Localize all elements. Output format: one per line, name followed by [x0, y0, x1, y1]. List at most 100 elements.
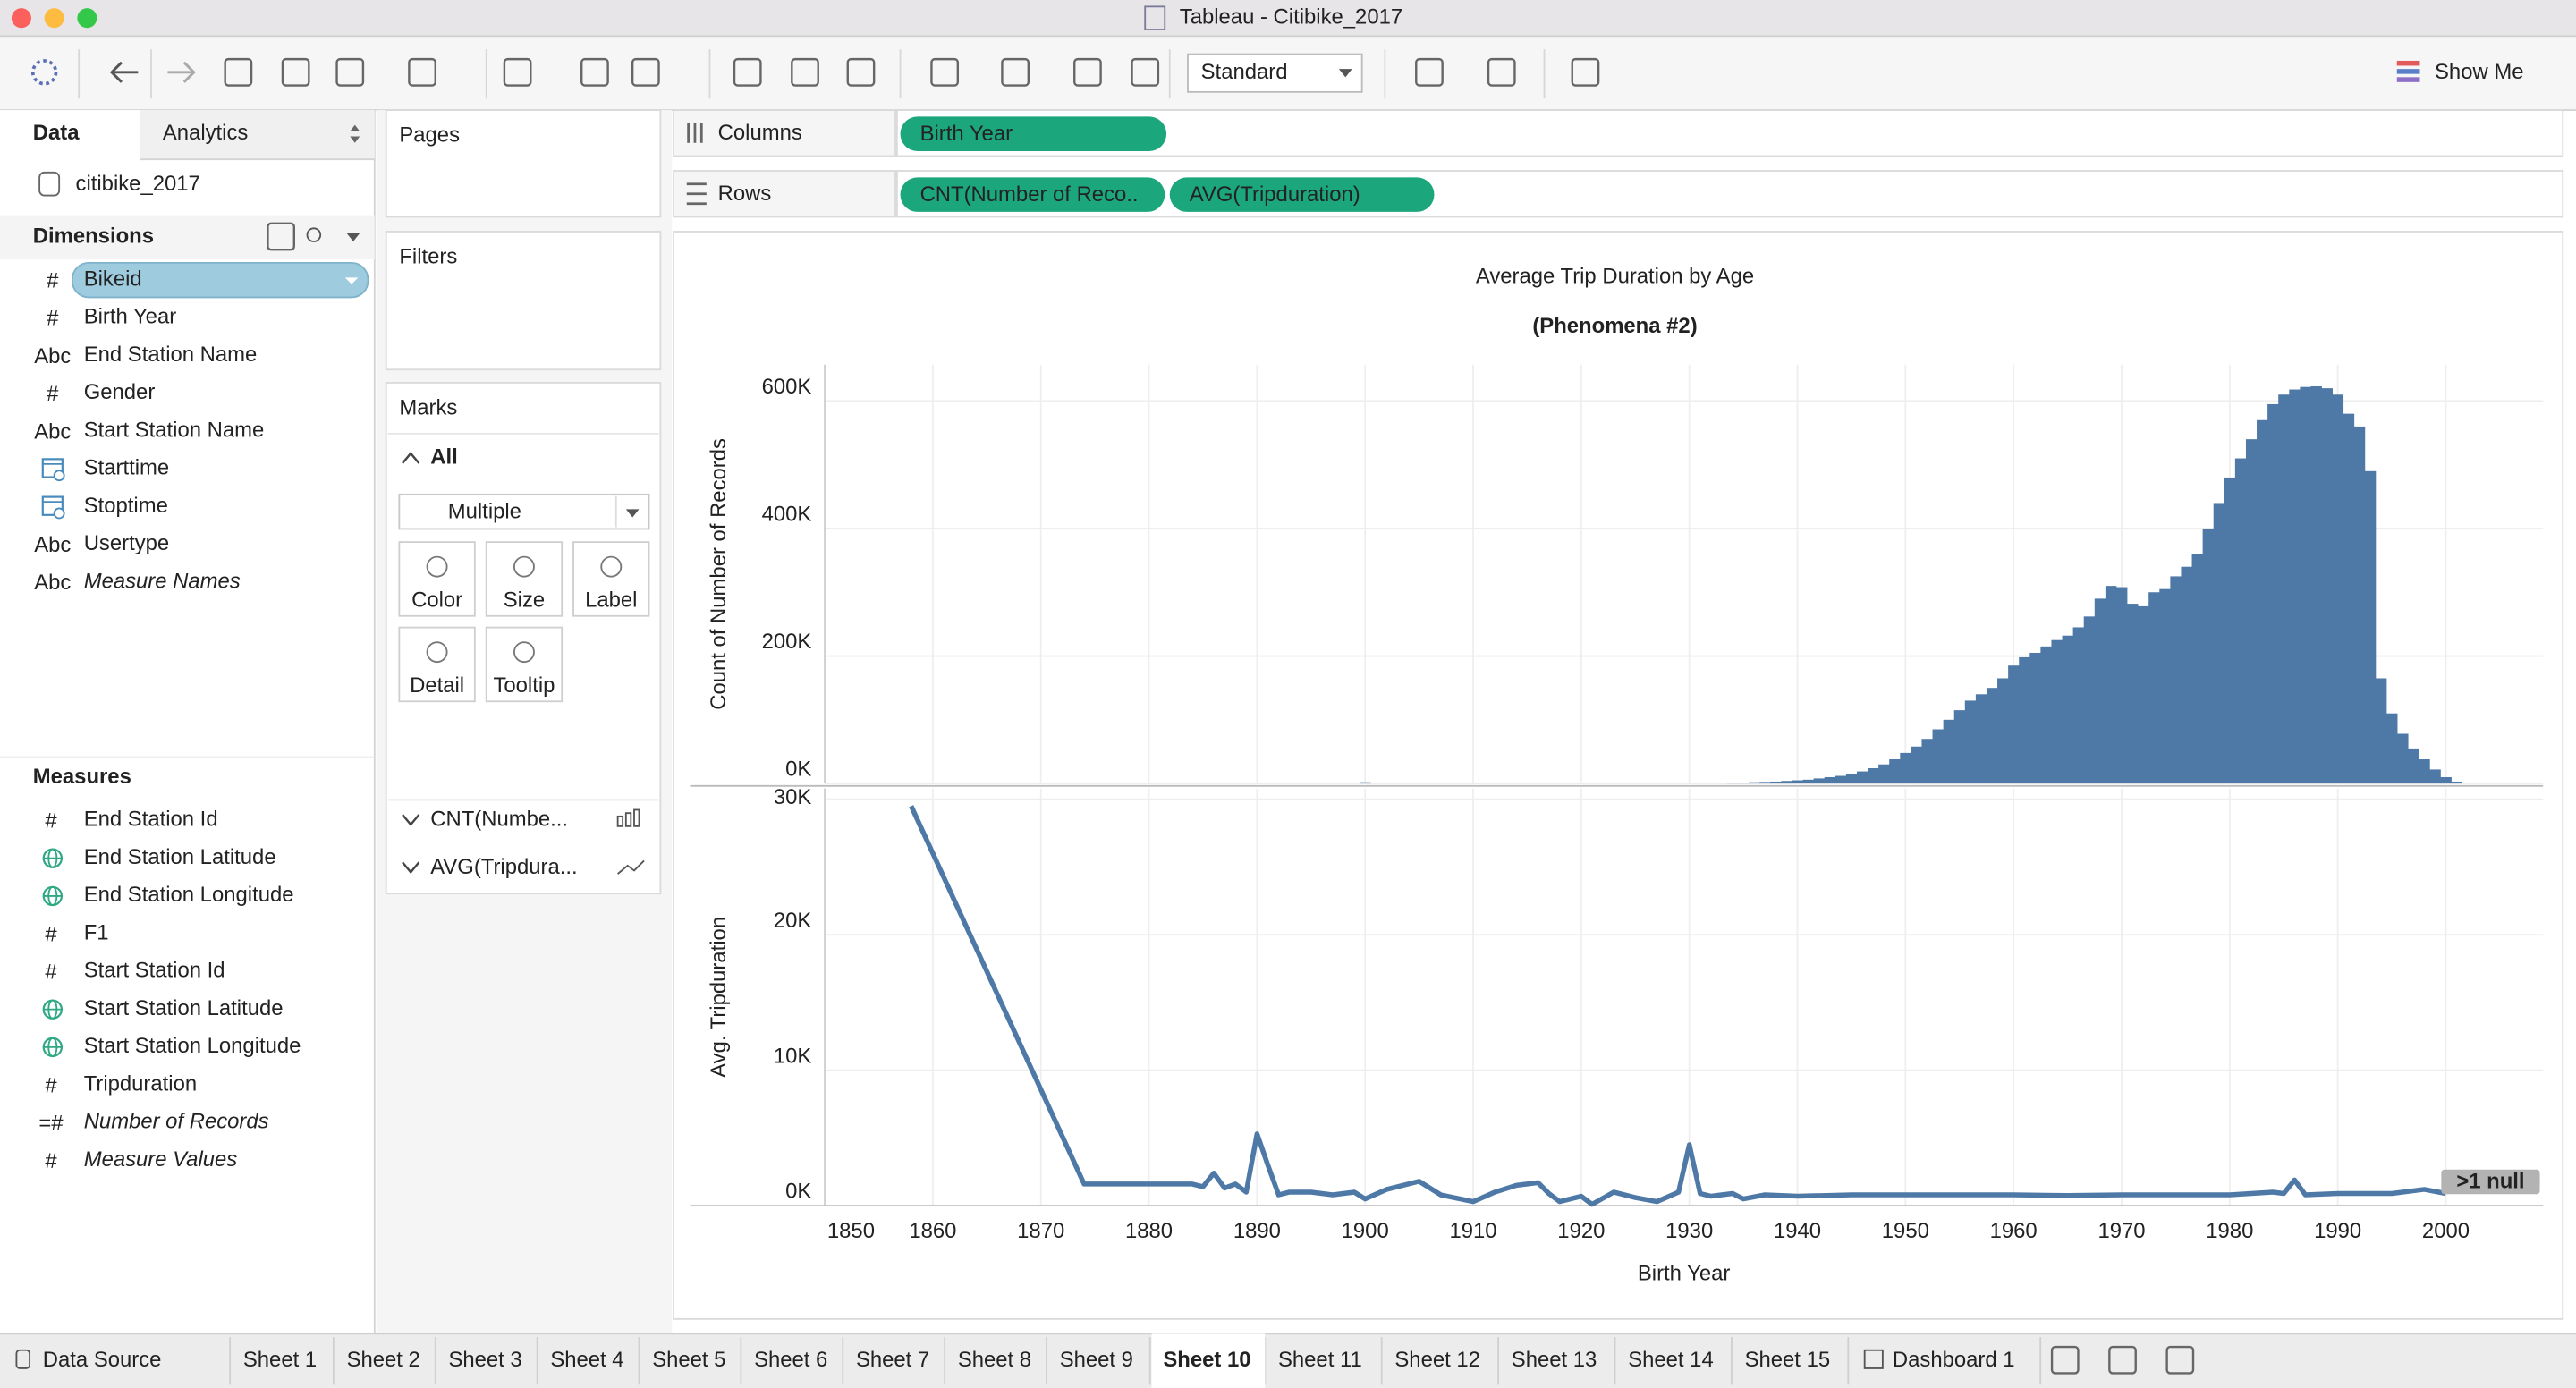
dimension-field[interactable]: Bikeid [84, 267, 142, 291]
field-type-icon: Abc [34, 533, 71, 557]
toolbar-button[interactable] [335, 57, 365, 87]
sheet-tab[interactable]: Sheet 3 [448, 1348, 521, 1372]
back-arrow [109, 61, 123, 83]
new-sheet-button[interactable] [2050, 1345, 2080, 1375]
null-indicator[interactable] [2441, 1169, 2540, 1195]
measure-field[interactable]: Start Station Longitude [84, 1034, 301, 1058]
mark-button[interactable] [572, 541, 650, 617]
measure-field[interactable]: Tripduration [84, 1071, 197, 1096]
pill[interactable] [1169, 177, 1435, 212]
dimension-field[interactable]: Measure Names [84, 569, 241, 593]
data-source-name[interactable]: citibike_2017 [76, 172, 200, 196]
show-me-button[interactable]: Show Me [2435, 60, 2523, 84]
sheet-tab[interactable]: Sheet 12 [1394, 1348, 1480, 1372]
dimension-field[interactable]: Stoptime [84, 494, 168, 518]
field-type-icon: # [47, 382, 59, 406]
mark-button[interactable] [398, 541, 476, 617]
sheet-tab[interactable]: Sheet 11 [1278, 1348, 1362, 1372]
x-tick-label: 1950 [1882, 1219, 1929, 1243]
mark-card-row[interactable]: CNT(Numbe... [430, 808, 568, 832]
pages-card [385, 109, 662, 218]
toolbar-button[interactable] [631, 57, 660, 87]
toolbar-button[interactable] [1571, 57, 1600, 87]
toolbar-button[interactable] [408, 57, 436, 87]
pill[interactable] [900, 116, 1167, 151]
dimension-field[interactable]: Starttime [84, 456, 169, 480]
view-toggle[interactable] [267, 222, 295, 251]
measure-field[interactable]: End Station Latitude [84, 845, 276, 869]
active-sheet-tab[interactable] [1151, 1333, 1266, 1388]
dimension-field[interactable]: Usertype [84, 531, 169, 555]
dashboard-tab[interactable]: Dashboard 1 [1893, 1348, 2015, 1372]
measure-field[interactable]: Measure Values [84, 1147, 238, 1172]
mark-button[interactable] [485, 626, 564, 703]
window-button[interactable] [44, 8, 64, 29]
sheet-tab[interactable]: Sheet 1 [243, 1348, 317, 1372]
sheet-tab[interactable]: Sheet 6 [754, 1348, 827, 1372]
measures-title: Measures [33, 765, 131, 789]
bar [2397, 733, 2409, 784]
selected-field[interactable] [71, 261, 369, 299]
measure-field[interactable]: F1 [84, 920, 109, 944]
measure-field[interactable]: Number of Records [84, 1110, 269, 1134]
sheet-tab[interactable]: Sheet 9 [1060, 1348, 1133, 1372]
mark-card-row[interactable]: AVG(Tripdura... [430, 855, 577, 879]
bar [1813, 778, 1826, 784]
bar [2159, 588, 2171, 784]
toolbar-button[interactable] [580, 57, 609, 87]
bar [2127, 604, 2139, 784]
sheet-tab[interactable]: Sheet 5 [652, 1348, 725, 1372]
measure-field[interactable]: Start Station Id [84, 959, 225, 983]
line-icon [617, 859, 645, 875]
new-sheet-button[interactable] [2108, 1345, 2137, 1375]
data-source-tab[interactable]: Data Source [43, 1348, 162, 1372]
toolbar-button[interactable] [791, 57, 819, 87]
toolbar-button[interactable] [281, 57, 310, 87]
new-sheet-button[interactable] [2165, 1345, 2195, 1375]
toolbar-button[interactable] [1487, 57, 1516, 87]
datasource-tab-icon [15, 1349, 31, 1369]
columns-shelf-label: Columns [718, 121, 802, 145]
sheet-tab[interactable]: Sheet 14 [1628, 1348, 1714, 1372]
bar [2213, 503, 2225, 784]
toolbar-button[interactable] [733, 57, 762, 87]
dimension-field[interactable]: End Station Name [84, 343, 258, 367]
sheet-tab[interactable]: Sheet 4 [550, 1348, 623, 1372]
dimension-field[interactable]: Birth Year [84, 305, 177, 329]
sheet-tab[interactable]: Sheet 10 [1163, 1348, 1250, 1372]
dimension-field[interactable]: Start Station Name [84, 418, 265, 442]
window-button[interactable] [11, 8, 31, 29]
sheet-tab[interactable]: Sheet 15 [1745, 1348, 1831, 1372]
toolbar-button[interactable] [1001, 57, 1030, 87]
mark-button[interactable] [485, 541, 564, 617]
sheet-tab[interactable]: Sheet 7 [856, 1348, 929, 1372]
show-me-icon [2396, 60, 2420, 66]
dimensions-menu[interactable] [346, 233, 360, 241]
toolbar-button[interactable] [503, 57, 532, 87]
mark-button[interactable] [398, 626, 476, 703]
view-size-dropdown[interactable] [1187, 53, 1363, 93]
tableau-logo[interactable] [30, 59, 58, 86]
sheet-tab[interactable]: Sheet 2 [347, 1348, 420, 1372]
window-button[interactable] [77, 8, 97, 29]
x-axis-title: Birth Year [1638, 1262, 1731, 1286]
toolbar-button[interactable] [846, 57, 876, 87]
sheet-tab[interactable]: Sheet 13 [1512, 1348, 1597, 1372]
measure-field[interactable]: End Station Id [84, 808, 218, 832]
toolbar-button[interactable] [1131, 57, 1160, 87]
data-tab[interactable]: Data [33, 121, 80, 145]
bar [2289, 389, 2301, 784]
toolbar-button[interactable] [930, 57, 960, 87]
pill[interactable] [900, 177, 1165, 212]
sheet-tab[interactable]: Sheet 8 [958, 1348, 1031, 1372]
mark-type-dropdown[interactable] [398, 493, 650, 530]
analytics-tab-bg[interactable] [140, 110, 375, 160]
toolbar-button[interactable] [224, 57, 253, 87]
toolbar-button[interactable] [1415, 57, 1444, 87]
analytics-tab[interactable]: Analytics [163, 121, 249, 145]
toolbar-button[interactable] [1073, 57, 1102, 87]
search-button[interactable] [306, 227, 322, 242]
measure-field[interactable]: End Station Longitude [84, 883, 294, 907]
measure-field[interactable]: Start Station Latitude [84, 996, 284, 1020]
dimension-field[interactable]: Gender [84, 380, 156, 404]
